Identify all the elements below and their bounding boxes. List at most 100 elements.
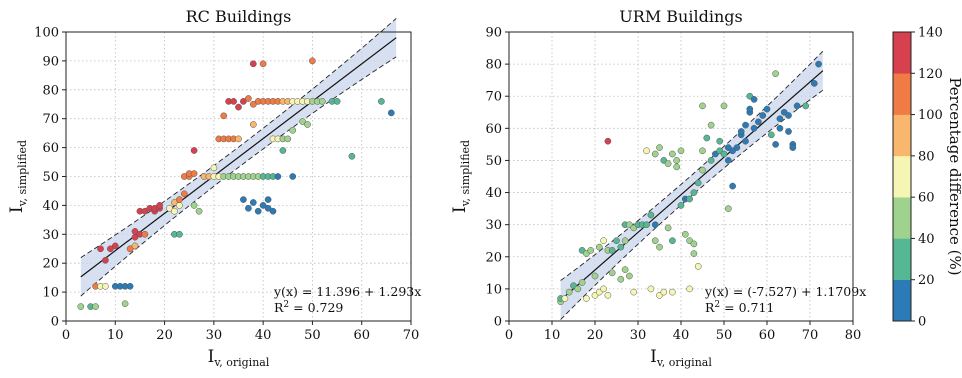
data-point — [767, 131, 775, 139]
x-tick-label: 60 — [759, 328, 776, 343]
data-point — [643, 221, 650, 229]
data-point — [651, 150, 659, 158]
colorbar-tick-label: 100 — [918, 108, 943, 123]
colorbar-block — [893, 73, 911, 115]
data-point — [677, 147, 685, 155]
data-point — [604, 291, 612, 299]
data-point — [131, 242, 139, 250]
x-tick-label: 30 — [630, 328, 647, 343]
colorbar: 0 20 40 60 80 100 120 140 Percentage difference… — [892, 26, 962, 330]
rc-buildings-panel: RC Buildings 0 10 20 30 40 50 60 70 0 10 20 30 40 50… — [7, 7, 421, 369]
x-tick-label: 50 — [716, 328, 733, 343]
data-point — [707, 157, 715, 164]
urm-buildings-panel: URM Buildings 0 10 20 30 40 50 60 70 80 0 10 20 30 4… — [450, 7, 866, 369]
regression-line — [560, 70, 824, 301]
urm-x-ticks: 0 10 20 30 40 50 60 70 80 — [505, 321, 861, 343]
data-point — [772, 70, 779, 78]
data-point — [587, 247, 595, 254]
data-point — [333, 98, 341, 105]
x-tick-label: 10 — [544, 328, 561, 343]
y-tick-label: 10 — [485, 282, 502, 297]
data-point — [600, 237, 607, 245]
x-tick-label: 0 — [62, 328, 70, 343]
data-point — [171, 199, 178, 206]
data-point — [235, 135, 242, 143]
data-point — [664, 160, 672, 168]
data-point — [699, 102, 706, 110]
rc-x-ticks: 0 10 20 30 40 50 60 70 — [62, 321, 419, 343]
data-point — [647, 211, 655, 219]
data-point — [815, 60, 822, 68]
data-point — [613, 237, 620, 245]
y-tick-label: 10 — [42, 286, 59, 301]
colorbar-tick-label: 140 — [918, 26, 943, 41]
data-point — [269, 207, 277, 215]
y-tick-label: 50 — [42, 170, 59, 185]
x-tick-label: 10 — [107, 328, 124, 343]
data-point — [210, 164, 218, 172]
rc-r-squared: R2 = 0.729 — [274, 300, 343, 315]
colorbar-block — [893, 114, 911, 157]
data-point — [669, 150, 676, 158]
data-point — [304, 121, 311, 128]
rc-y-axis-label: Iv, simplified — [7, 140, 29, 213]
data-point — [309, 57, 316, 65]
urm-gridlines — [509, 32, 853, 321]
data-point — [699, 166, 706, 174]
data-point — [131, 228, 139, 235]
data-point — [703, 134, 711, 142]
data-point — [274, 173, 282, 180]
data-point — [733, 144, 741, 151]
data-point — [720, 102, 728, 110]
rc-fit-equation: y(x) = 11.396 + 1.293x — [273, 284, 421, 299]
urm-chart-title: URM Buildings — [619, 7, 742, 26]
rc-chart-title: RC Buildings — [186, 7, 292, 26]
data-point — [176, 196, 183, 203]
x-tick-label: 20 — [587, 328, 604, 343]
data-point — [378, 98, 385, 105]
rc-y-ticks: 0 10 20 30 40 50 60 70 80 90 100 — [34, 26, 66, 330]
colorbar-tick-label: 20 — [918, 273, 935, 288]
data-point — [235, 103, 242, 111]
data-point — [249, 199, 257, 206]
data-point — [107, 245, 114, 253]
data-point — [141, 230, 149, 238]
data-point — [772, 141, 779, 148]
data-point — [690, 240, 698, 248]
x-tick-label: 50 — [304, 328, 321, 343]
upper-confidence-line — [560, 50, 824, 281]
data-point — [690, 189, 698, 196]
data-point — [651, 221, 659, 229]
data-point — [785, 112, 792, 119]
data-point — [686, 195, 693, 203]
data-point — [608, 269, 616, 277]
data-point — [259, 60, 267, 68]
data-point — [669, 237, 676, 245]
data-point — [677, 202, 685, 209]
colorbar-tick-label: 120 — [918, 67, 943, 82]
data-point — [621, 266, 629, 273]
x-tick-label: 40 — [255, 328, 272, 343]
data-point — [289, 126, 297, 134]
data-point — [348, 152, 356, 160]
data-point — [591, 272, 599, 280]
colorbar-block — [893, 197, 911, 239]
data-point — [126, 282, 134, 290]
colorbar-ticks: 0 20 40 60 80 100 120 140 — [911, 26, 943, 330]
data-point — [190, 202, 198, 209]
x-tick-label: 60 — [353, 328, 370, 343]
data-point — [776, 124, 784, 132]
data-point — [686, 285, 693, 293]
data-point — [102, 256, 109, 264]
lower-confidence-line — [80, 56, 397, 297]
data-point — [776, 115, 784, 123]
data-point — [600, 285, 607, 293]
data-point — [318, 98, 326, 105]
data-point — [669, 288, 676, 296]
data-point — [583, 295, 590, 302]
data-point — [802, 102, 810, 110]
y-tick-label: 100 — [34, 26, 59, 41]
colorbar-block — [893, 238, 911, 281]
data-point — [77, 303, 85, 310]
